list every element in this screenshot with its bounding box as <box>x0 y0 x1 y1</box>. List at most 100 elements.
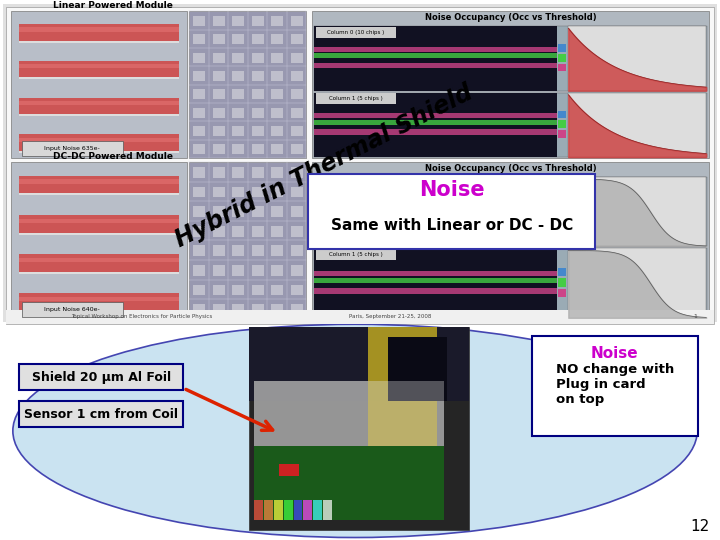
Text: 12: 12 <box>690 519 709 534</box>
FancyBboxPatch shape <box>559 64 567 71</box>
FancyBboxPatch shape <box>315 120 557 125</box>
FancyBboxPatch shape <box>193 144 205 154</box>
FancyBboxPatch shape <box>19 77 179 79</box>
FancyBboxPatch shape <box>315 113 557 118</box>
FancyBboxPatch shape <box>19 272 179 274</box>
Text: Sensor 1 cm from Coil: Sensor 1 cm from Coil <box>24 408 178 421</box>
FancyBboxPatch shape <box>316 249 396 260</box>
FancyBboxPatch shape <box>315 47 557 52</box>
FancyBboxPatch shape <box>189 11 307 158</box>
FancyBboxPatch shape <box>568 248 706 318</box>
FancyBboxPatch shape <box>193 107 205 118</box>
Text: Noise Occupancy (Occ vs Threshold): Noise Occupancy (Occ vs Threshold) <box>425 164 597 173</box>
FancyBboxPatch shape <box>19 193 179 195</box>
FancyBboxPatch shape <box>193 226 205 237</box>
FancyBboxPatch shape <box>264 501 273 520</box>
FancyBboxPatch shape <box>315 130 557 134</box>
FancyBboxPatch shape <box>559 54 567 62</box>
FancyBboxPatch shape <box>19 114 179 116</box>
Text: Linear Powered Module: Linear Powered Module <box>53 1 172 10</box>
FancyBboxPatch shape <box>559 130 567 138</box>
Text: Same with Linear or DC - DC: Same with Linear or DC - DC <box>330 218 573 233</box>
FancyBboxPatch shape <box>189 162 307 319</box>
FancyBboxPatch shape <box>254 381 444 451</box>
FancyBboxPatch shape <box>252 16 264 26</box>
Text: DC-DC Powered Module: DC-DC Powered Module <box>53 152 173 161</box>
FancyBboxPatch shape <box>233 245 244 256</box>
FancyBboxPatch shape <box>252 187 264 197</box>
FancyBboxPatch shape <box>315 53 557 58</box>
FancyBboxPatch shape <box>19 24 179 40</box>
FancyBboxPatch shape <box>271 167 283 178</box>
FancyBboxPatch shape <box>271 16 283 26</box>
FancyBboxPatch shape <box>19 98 179 114</box>
FancyBboxPatch shape <box>315 278 557 283</box>
FancyBboxPatch shape <box>271 144 283 154</box>
FancyBboxPatch shape <box>233 167 244 178</box>
FancyBboxPatch shape <box>303 501 312 520</box>
FancyBboxPatch shape <box>315 248 707 318</box>
FancyBboxPatch shape <box>312 11 709 158</box>
FancyBboxPatch shape <box>559 44 567 52</box>
FancyBboxPatch shape <box>271 304 283 315</box>
FancyBboxPatch shape <box>315 177 557 246</box>
FancyBboxPatch shape <box>19 176 179 193</box>
FancyBboxPatch shape <box>271 187 283 197</box>
FancyBboxPatch shape <box>233 126 244 136</box>
FancyBboxPatch shape <box>568 26 706 91</box>
Text: 1: 1 <box>693 314 697 319</box>
FancyBboxPatch shape <box>213 206 225 217</box>
Text: Input Noise 640e-: Input Noise 640e- <box>45 307 100 312</box>
FancyBboxPatch shape <box>213 107 225 118</box>
FancyBboxPatch shape <box>291 16 302 26</box>
FancyBboxPatch shape <box>271 107 283 118</box>
FancyBboxPatch shape <box>313 501 323 520</box>
FancyBboxPatch shape <box>568 93 706 157</box>
FancyBboxPatch shape <box>193 71 205 81</box>
FancyBboxPatch shape <box>291 107 302 118</box>
FancyBboxPatch shape <box>291 71 302 81</box>
FancyBboxPatch shape <box>559 268 567 276</box>
FancyBboxPatch shape <box>6 8 714 324</box>
Text: Column 0 (10 chips ): Column 0 (10 chips ) <box>328 30 384 35</box>
Text: Shield 20 μm Al Foil: Shield 20 μm Al Foil <box>32 371 171 384</box>
FancyBboxPatch shape <box>213 304 225 315</box>
FancyBboxPatch shape <box>279 464 299 476</box>
FancyBboxPatch shape <box>19 254 179 272</box>
FancyBboxPatch shape <box>315 217 557 222</box>
FancyBboxPatch shape <box>3 322 717 540</box>
FancyBboxPatch shape <box>19 297 179 301</box>
FancyBboxPatch shape <box>6 310 714 324</box>
FancyBboxPatch shape <box>315 248 557 318</box>
FancyBboxPatch shape <box>271 245 283 256</box>
FancyBboxPatch shape <box>233 226 244 237</box>
FancyBboxPatch shape <box>271 285 283 295</box>
FancyBboxPatch shape <box>19 64 179 68</box>
FancyBboxPatch shape <box>19 233 179 234</box>
FancyBboxPatch shape <box>193 187 205 197</box>
FancyBboxPatch shape <box>559 207 567 215</box>
FancyBboxPatch shape <box>233 71 244 81</box>
FancyBboxPatch shape <box>271 126 283 136</box>
FancyBboxPatch shape <box>19 101 179 105</box>
FancyBboxPatch shape <box>291 226 302 237</box>
FancyBboxPatch shape <box>315 288 557 294</box>
FancyBboxPatch shape <box>193 245 205 256</box>
FancyBboxPatch shape <box>193 89 205 99</box>
FancyBboxPatch shape <box>19 219 179 223</box>
FancyBboxPatch shape <box>316 178 396 188</box>
FancyBboxPatch shape <box>213 226 225 237</box>
FancyBboxPatch shape <box>233 285 244 295</box>
FancyBboxPatch shape <box>291 52 302 63</box>
FancyBboxPatch shape <box>193 52 205 63</box>
FancyBboxPatch shape <box>19 40 179 43</box>
FancyBboxPatch shape <box>233 107 244 118</box>
FancyBboxPatch shape <box>19 28 179 32</box>
FancyBboxPatch shape <box>193 304 205 315</box>
FancyBboxPatch shape <box>254 501 263 520</box>
FancyBboxPatch shape <box>252 265 264 276</box>
FancyBboxPatch shape <box>315 206 557 212</box>
FancyBboxPatch shape <box>284 501 292 520</box>
FancyBboxPatch shape <box>252 52 264 63</box>
FancyBboxPatch shape <box>22 302 123 317</box>
